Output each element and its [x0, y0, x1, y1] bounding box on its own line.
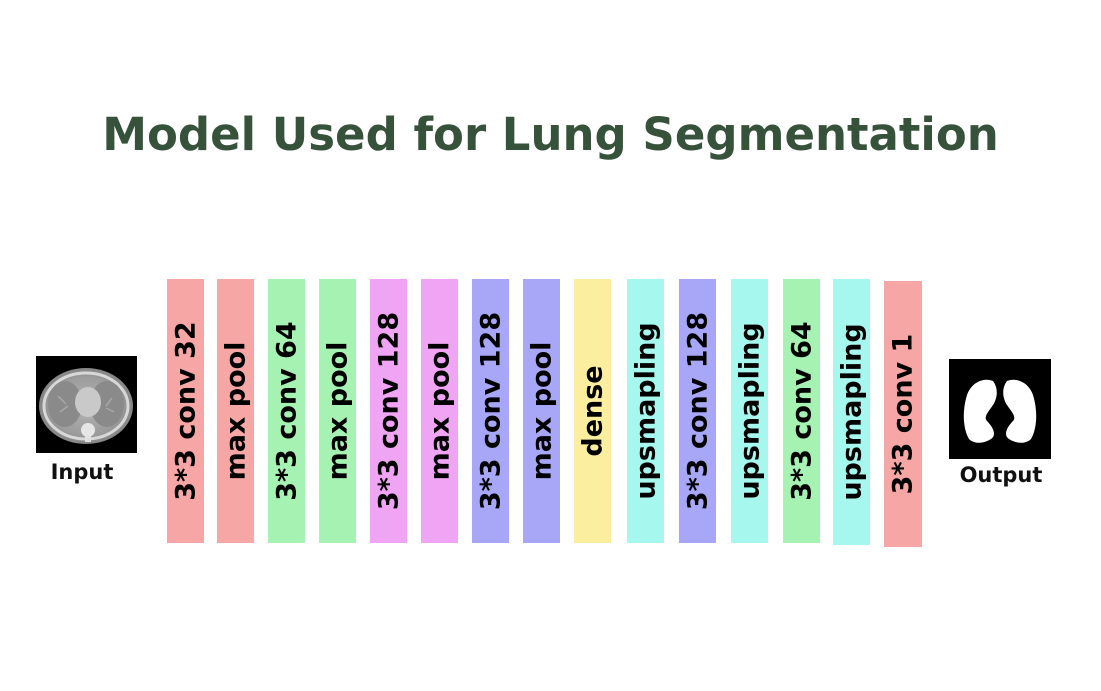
input-label: Input — [50, 460, 114, 484]
layer-block: dense — [574, 279, 611, 543]
output-label: Output — [959, 463, 1043, 487]
layer-block: upsmapling — [731, 279, 768, 543]
layer-label: 3*3 conv 1 — [887, 333, 919, 495]
layer-block: 3*3 conv 1 — [884, 281, 922, 547]
layer-label: 3*3 conv 128 — [682, 311, 713, 511]
layer-label: 3*3 conv 128 — [475, 311, 506, 511]
layer-block: 3*3 conv 128 — [679, 279, 716, 543]
layer-label: max pool — [322, 341, 353, 481]
layer-block: upsmapling — [833, 279, 870, 545]
input-ct-image — [36, 356, 137, 453]
layer-block: max pool — [319, 279, 356, 543]
layer-label: upsmapling — [836, 323, 867, 501]
layer-label: upsmapling — [734, 322, 765, 500]
layer-block: 3*3 conv 64 — [268, 279, 305, 543]
layer-label: 3*3 conv 32 — [170, 321, 201, 501]
layer-block: 3*3 conv 32 — [167, 279, 204, 543]
layer-block: upsmapling — [627, 279, 664, 543]
layer-block: max pool — [217, 279, 254, 543]
output-mask-image — [949, 359, 1051, 459]
layer-block: 3*3 conv 64 — [783, 279, 820, 543]
layer-block: max pool — [421, 279, 458, 543]
layer-label: 3*3 conv 128 — [373, 311, 404, 511]
layer-block: 3*3 conv 128 — [472, 279, 509, 543]
layer-label: upsmapling — [630, 322, 661, 500]
diagram-title: Model Used for Lung Segmentation — [102, 108, 999, 161]
layer-label: 3*3 conv 64 — [271, 321, 302, 501]
layer-label: max pool — [220, 341, 251, 481]
layer-label: 3*3 conv 64 — [786, 321, 817, 501]
layer-block: 3*3 conv 128 — [370, 279, 407, 543]
layer-label: max pool — [424, 341, 455, 481]
layer-label: max pool — [526, 341, 557, 481]
layer-label: dense — [577, 365, 608, 457]
layer-block: max pool — [523, 279, 560, 543]
